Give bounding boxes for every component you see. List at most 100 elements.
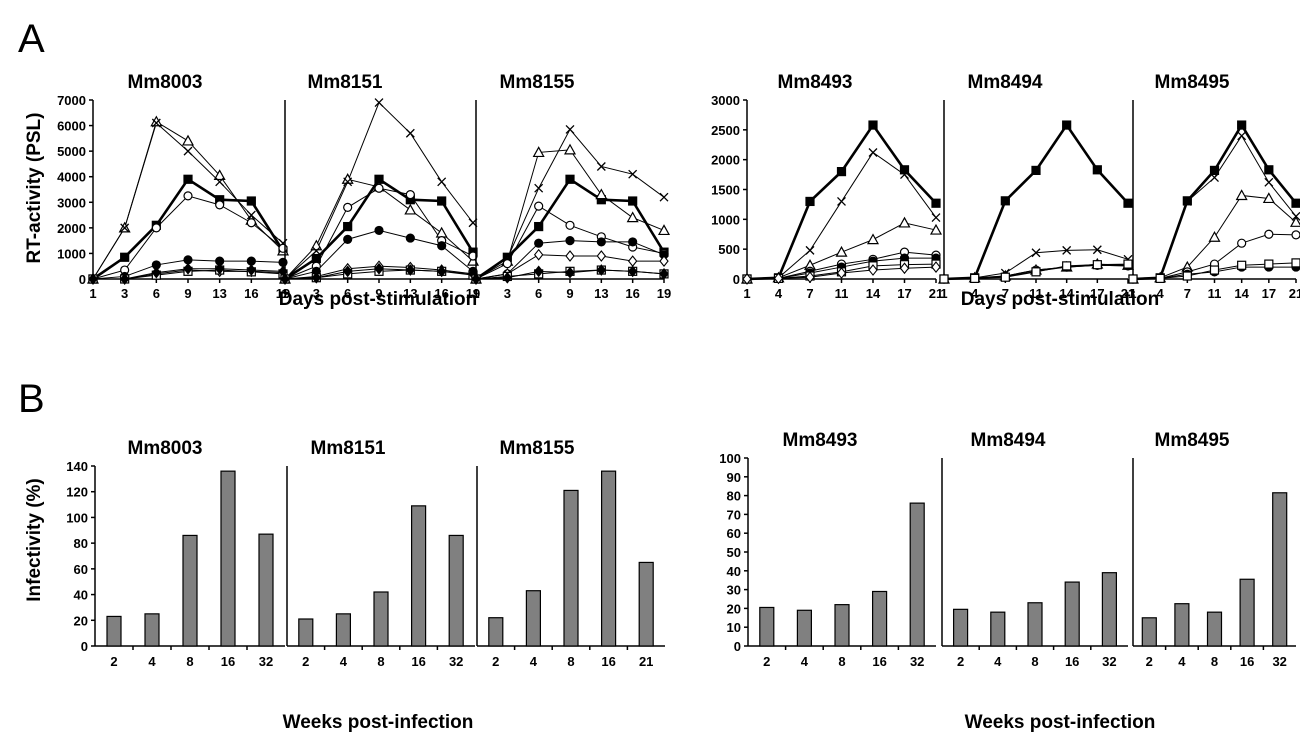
data-point-open-square <box>1182 271 1192 281</box>
chart-title: Mm8494 <box>968 72 1043 93</box>
y-tick-label: 0 <box>81 639 88 654</box>
data-point-cross <box>1264 177 1274 187</box>
data-point-filled-diamond <box>565 266 575 279</box>
x-tick-label: 1 <box>89 286 96 301</box>
x-tick-label: 32 <box>910 654 924 669</box>
bar <box>448 534 464 647</box>
x-tick-label: 11 <box>835 286 849 301</box>
x-axis-title-a-right: Days post-stimulation <box>961 289 1159 310</box>
data-point-filled-square <box>183 174 193 184</box>
bar <box>990 611 1006 647</box>
x-tick-label: 19 <box>276 286 290 301</box>
y-tick-label: 7000 <box>57 93 86 108</box>
data-point-open-circle <box>374 183 384 193</box>
data-point-filled-circle <box>565 236 575 246</box>
chart-title: Mm8151 <box>311 438 386 459</box>
chart-mm8493-bar: Mm8493 0 10 20 30 40 50 60 70 80 90 100 2 4 8 16 32 <box>719 430 936 669</box>
data-point-filled-diamond <box>183 262 193 275</box>
data-point-filled-square <box>1062 120 1072 130</box>
chart-mm8494-bar: Mm8494 2 4 8 16 32 <box>941 430 1128 669</box>
data-point-open-triangle <box>866 233 880 245</box>
data-point-open-circle <box>343 202 353 212</box>
data-point-open-square <box>1264 259 1274 269</box>
x-tick-label: 8 <box>838 654 845 669</box>
data-point-cross <box>1237 131 1247 141</box>
x-tick-label: 6 <box>153 286 160 301</box>
bar <box>1272 492 1288 647</box>
bar <box>834 604 850 647</box>
chart-title: Mm8003 <box>128 438 203 459</box>
chart-mm8495-bar: Mm8495 2 4 8 16 32 <box>1132 430 1296 669</box>
y-tick-label: 3000 <box>711 93 740 108</box>
x-tick-label: 8 <box>377 654 384 669</box>
x-tick-label: 6 <box>535 286 542 301</box>
x-tick-label: 6 <box>344 286 351 301</box>
chart-title: Mm8495 <box>1155 72 1230 93</box>
data-point-filled-square <box>836 167 847 177</box>
x-tick-label: 4 <box>994 654 1002 669</box>
x-tick-label: 7 <box>1002 286 1009 301</box>
y-tick-label: 10 <box>727 620 741 635</box>
bar <box>220 470 236 647</box>
data-point-open-square <box>1062 261 1072 271</box>
data-point-filled-diamond <box>280 273 290 285</box>
x-tick-label: 4 <box>801 654 809 669</box>
data-point-open-circle <box>1237 238 1247 248</box>
x-tick-label: 2 <box>492 654 499 669</box>
data-point-filled-circle <box>278 257 288 267</box>
bar <box>488 617 504 647</box>
data-point-open-square <box>1123 259 1133 269</box>
data-point-filled-square <box>311 253 321 264</box>
data-point-filled-diamond <box>246 264 257 276</box>
x-tick-label: 9 <box>184 286 191 301</box>
bar <box>1101 572 1118 647</box>
data-point-cross <box>534 183 544 193</box>
bar <box>1174 603 1190 647</box>
data-point-filled-circle <box>374 225 384 236</box>
x-tick-label: 16 <box>872 654 886 669</box>
y-tick-label: 100 <box>719 451 741 466</box>
bar <box>563 489 579 647</box>
data-point-open-triangle <box>532 146 545 158</box>
panel-label-b: B <box>18 377 45 421</box>
x-axis-title-b-right: Weeks post-infection <box>965 712 1156 733</box>
x-tick-label: 3 <box>504 286 511 301</box>
data-point-open-circle <box>1291 230 1300 240</box>
x-tick-label: 4 <box>1157 286 1165 301</box>
data-point-open-square <box>1291 258 1300 268</box>
x-tick-label: 32 <box>449 654 463 669</box>
bar <box>335 613 351 647</box>
data-point-filled-circle <box>534 238 544 248</box>
data-point-filled-square <box>628 196 638 206</box>
y-tick-label: 90 <box>727 470 741 485</box>
x-tick-label: 4 <box>148 654 156 669</box>
bar <box>909 502 925 647</box>
x-tick-label: 16 <box>221 654 235 669</box>
data-point-open-triangle <box>1289 216 1300 227</box>
data-point-open-diamond <box>899 262 910 275</box>
data-point-open-triangle <box>563 143 577 155</box>
data-point-open-diamond <box>596 250 607 262</box>
data-point-open-triangle <box>1262 192 1275 204</box>
chart-mm8155-bar: Mm8155 2 4 8 16 21 <box>476 438 665 669</box>
x-tick-label: 2 <box>302 654 309 669</box>
y-tick-label: 0 <box>734 639 741 654</box>
x-tick-label: 21 <box>1121 286 1135 301</box>
data-point-filled-square <box>565 174 575 184</box>
data-point-filled-square <box>343 221 353 232</box>
data-point-open-diamond <box>931 261 941 273</box>
data-point-open-circle <box>246 218 256 228</box>
x-tick-label: 7 <box>806 286 813 301</box>
data-point-cross <box>868 148 878 157</box>
bar <box>258 533 274 647</box>
y-tick-label: 1000 <box>711 212 740 227</box>
data-point-cross <box>805 245 815 255</box>
chart-mm8003-bar: Mm8003 0 20 40 60 80 100 120 140 2 4 8 16 32 <box>66 438 285 669</box>
y-tick-label: 5000 <box>57 144 86 159</box>
data-point-filled-diamond <box>502 271 513 284</box>
bar <box>1239 578 1255 647</box>
x-tick-label: 11 <box>1208 286 1222 301</box>
x-tick-label: 9 <box>375 286 382 301</box>
